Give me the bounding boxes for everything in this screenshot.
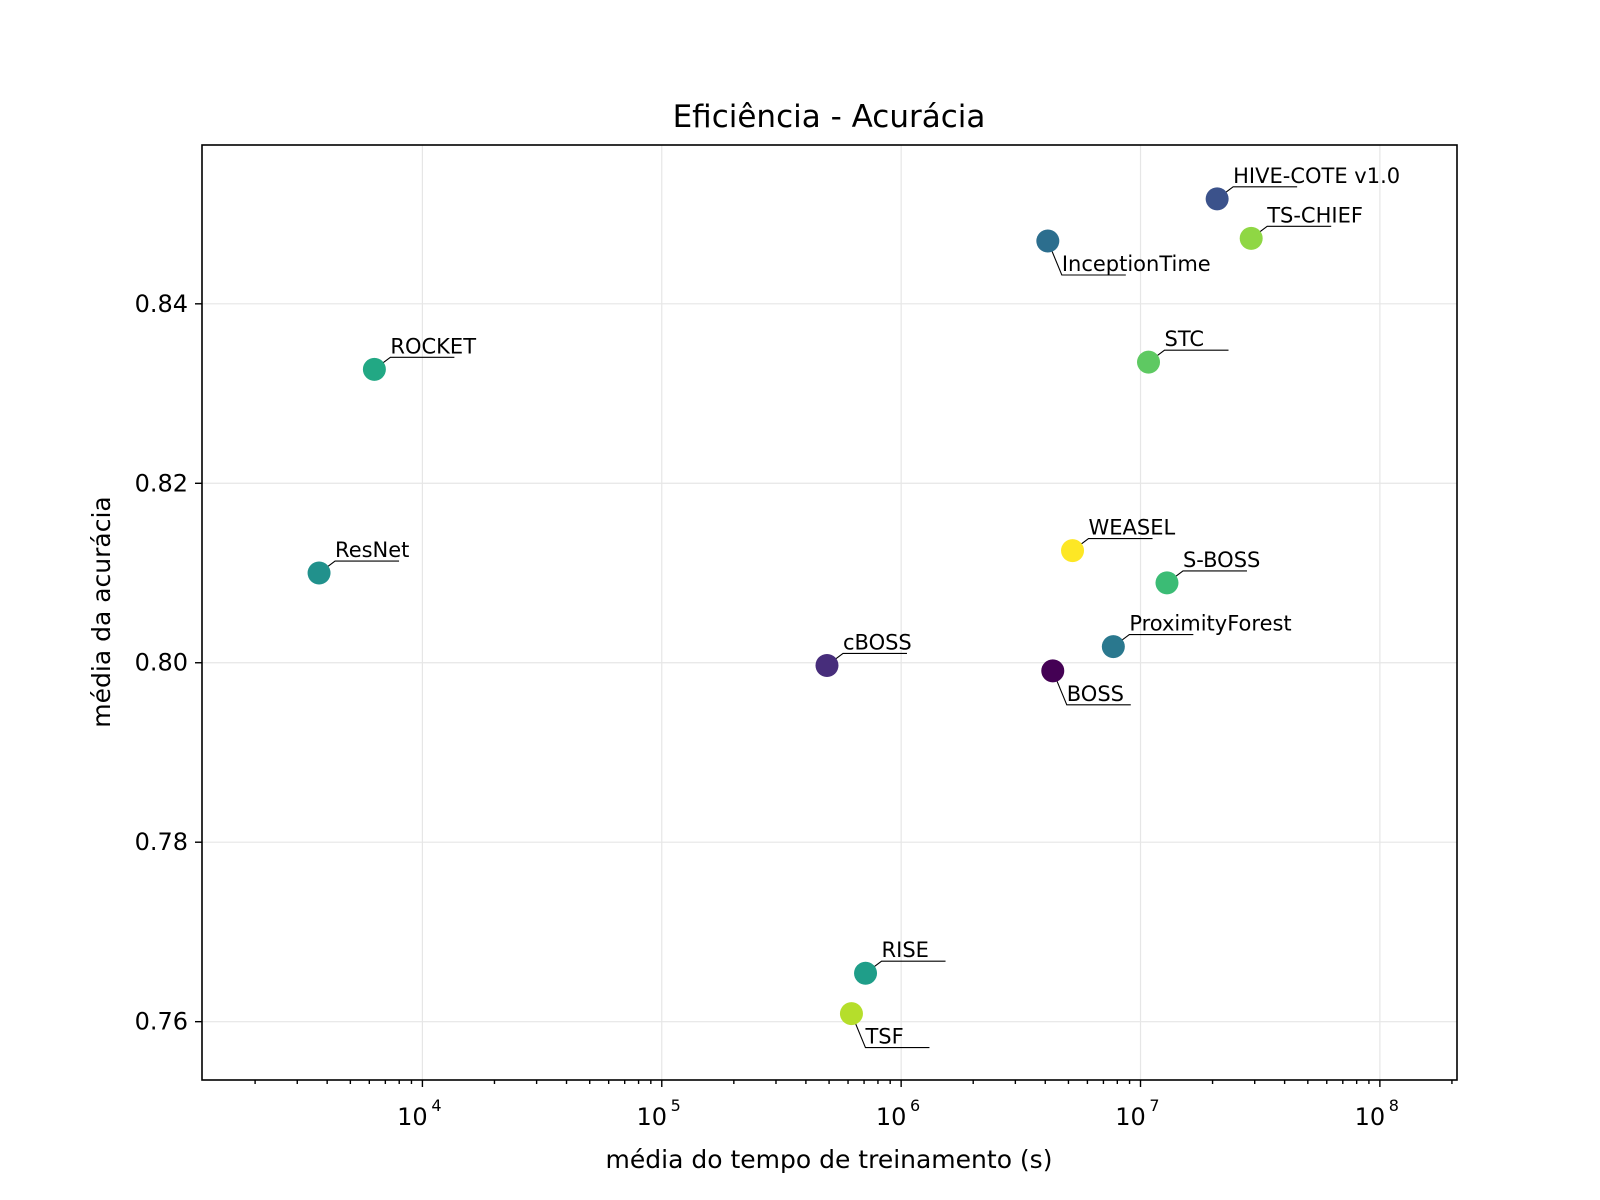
data-points: HIVE-COTE v1.0 TS-CHIEF InceptionTime STC RO…: [307, 164, 1400, 1049]
scatter-point: [1205, 187, 1229, 211]
point-group: BOSS: [1041, 659, 1131, 706]
scatter-point: [815, 653, 839, 677]
point-group: RISE: [854, 938, 946, 985]
grid-lines: [202, 145, 1457, 1080]
point-label: BOSS: [1067, 682, 1124, 706]
point-group: STC: [1137, 327, 1229, 374]
point-label: RISE: [882, 938, 929, 962]
point-group: InceptionTime: [1036, 229, 1211, 276]
scatter-point: [854, 961, 878, 985]
point-group: cBOSS: [815, 630, 912, 677]
x-tick-exponent: 5: [671, 1096, 681, 1115]
x-tick-exponent: 4: [431, 1096, 441, 1115]
point-label: S-BOSS: [1183, 548, 1260, 572]
scatter-point: [1155, 571, 1179, 595]
point-label: cBOSS: [843, 630, 912, 654]
point-label: ResNet: [335, 538, 409, 562]
y-tick-label: 0.82: [135, 469, 188, 497]
point-label: ROCKET: [390, 334, 476, 358]
x-tick-label: 10: [397, 1103, 428, 1131]
point-group: WEASEL: [1061, 516, 1176, 563]
x-axis-ticks: 10 4 10 5 10 6 10 7 10 8: [254, 1080, 1453, 1131]
point-label: InceptionTime: [1062, 252, 1211, 276]
point-group: S-BOSS: [1155, 548, 1260, 595]
point-label: STC: [1165, 327, 1205, 351]
chart-title: Eficiência - Acurácia: [673, 99, 986, 135]
y-axis-label: média da acurácia: [87, 496, 116, 727]
y-tick-label: 0.80: [135, 649, 188, 677]
x-tick-exponent: 6: [910, 1096, 920, 1115]
scatter-point: [1101, 635, 1125, 659]
scatter-point: [362, 357, 386, 381]
y-tick-label: 0.78: [135, 828, 188, 856]
point-label: WEASEL: [1089, 516, 1176, 540]
scatter-point: [1036, 229, 1060, 253]
scatter-point: [1137, 350, 1161, 374]
y-axis-ticks: 0.76 0.78 0.80 0.82 0.84: [135, 290, 202, 1036]
scatter-point: [1239, 226, 1263, 250]
point-label: HIVE-COTE v1.0: [1233, 164, 1400, 188]
point-group: HIVE-COTE v1.0: [1205, 164, 1400, 211]
point-group: TSF: [839, 1002, 930, 1049]
x-axis-label: média do tempo de treinamento (s): [606, 1145, 1053, 1174]
point-group: TS-CHIEF: [1239, 203, 1363, 250]
x-tick-exponent: 8: [1389, 1096, 1399, 1115]
x-tick-label: 10: [1355, 1103, 1386, 1131]
x-tick-label: 10: [1115, 1103, 1146, 1131]
x-tick-label: 10: [876, 1103, 907, 1131]
x-tick-label: 10: [637, 1103, 668, 1131]
y-tick-label: 0.76: [135, 1008, 188, 1036]
scatter-point: [307, 561, 331, 585]
scatter-point: [839, 1002, 863, 1026]
y-tick-label: 0.84: [135, 290, 188, 318]
point-label: TSF: [864, 1025, 903, 1049]
label-leader-line: [850, 1013, 930, 1049]
point-group: ProximityForest: [1101, 612, 1292, 659]
plot-frame: [201, 144, 1458, 1081]
label-leader-line: [1052, 670, 1131, 706]
scatter-point: [1061, 539, 1085, 563]
scatter-point: [1041, 659, 1065, 683]
x-tick-exponent: 7: [1149, 1096, 1159, 1115]
point-group: ResNet: [307, 538, 409, 585]
point-label: ProximityForest: [1129, 612, 1291, 636]
point-group: ROCKET: [362, 334, 476, 381]
point-label: TS-CHIEF: [1266, 203, 1363, 227]
label-leader-line: [1047, 240, 1126, 276]
